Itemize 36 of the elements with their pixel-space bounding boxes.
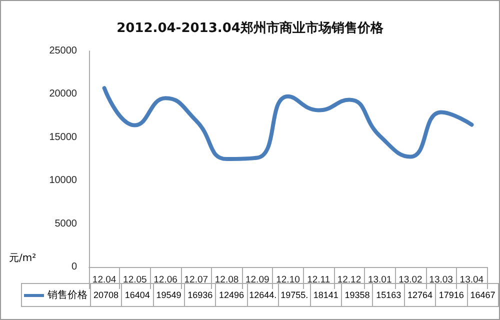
data-label: 12496: [218, 290, 244, 300]
data-label: 19755.: [280, 290, 308, 300]
legend-label: 销售价格: [47, 290, 88, 301]
y-tick-label: 10000: [49, 175, 78, 186]
data-label: 19549: [156, 290, 182, 300]
data-label: 15163: [376, 290, 402, 300]
data-label: 19358: [344, 290, 370, 300]
data-label: 16404: [124, 290, 150, 300]
data-label: 20708: [93, 290, 118, 300]
data-label: 18141: [313, 290, 338, 300]
data-label: 12644.: [249, 290, 277, 300]
x-tick-label: 13.03: [429, 274, 453, 286]
line-series: [102, 86, 474, 162]
y-tick-label: 25000: [49, 46, 78, 56]
chart-title: 2012.04-2013.04郑州市商业市场销售价格: [116, 20, 384, 36]
y-tick-label: 15000: [49, 132, 78, 143]
x-tick-label: 12.09: [245, 274, 270, 286]
x-tick-label: 12.12: [337, 274, 362, 286]
x-tick-label: 13.01: [368, 274, 392, 286]
y-axis-title: 元/m²: [9, 252, 36, 265]
x-tick-label: 12.05: [123, 274, 147, 286]
x-tick-label: 12.07: [184, 274, 208, 286]
x-tick-label: 12.04: [92, 274, 116, 286]
data-label: 16467: [470, 290, 496, 300]
x-tick-label: 12.11: [307, 274, 330, 286]
y-tick-label: 20000: [49, 88, 78, 100]
x-tick-label: 12.08: [214, 274, 239, 286]
x-tick-label: 13.02: [398, 274, 422, 286]
x-tick-label: 12.10: [276, 274, 300, 286]
x-tick-label: 12.06: [154, 274, 178, 286]
data-label: 12764: [407, 290, 432, 300]
data-label: 16936: [188, 290, 213, 300]
y-tick-label: 5000: [54, 218, 78, 230]
data-label: 17916: [438, 290, 464, 300]
y-tick-label: 0: [71, 262, 78, 272]
x-tick-label: 13.04: [460, 274, 484, 286]
